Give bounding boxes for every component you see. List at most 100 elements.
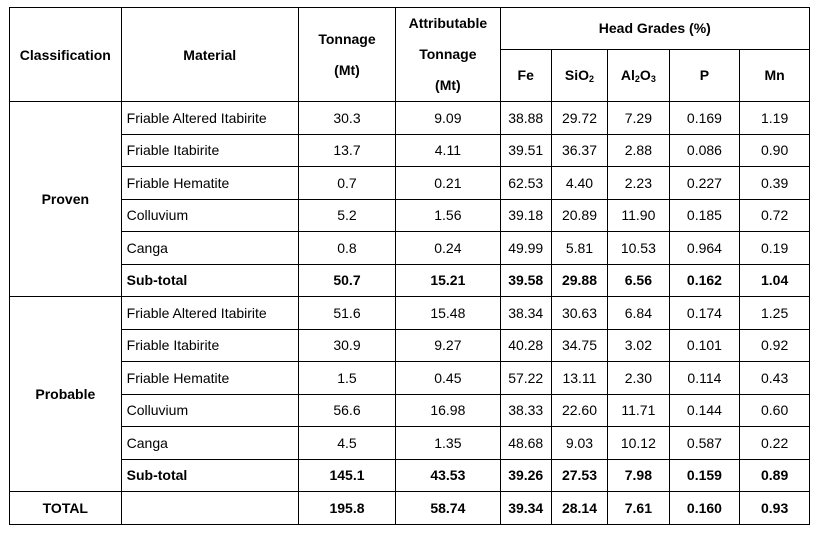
cell-fe: 62.53 [499,166,552,200]
cell-al2o3: 10.12 [607,426,670,460]
cell-sio2: 5.81 [550,231,609,265]
cell-material: Friable Itabirite [120,328,299,362]
cell-al2o3: 3.02 [607,328,670,362]
table-row: Probable Friable Altered Itabirite 51.6 … [9,296,810,492]
cell-p: 0.144 [668,393,741,427]
cell-mn: 0.43 [739,361,810,395]
cell-fe: 38.33 [499,393,552,427]
header-head-grades: Head Grades (%) [499,7,811,50]
cell-attr: 9.27 [395,328,501,362]
total-row: TOTAL 195.8 58.74 39.34 28.14 7.61 0.160… [9,491,810,525]
cell-p: 0.101 [668,328,741,362]
cell-fe: 39.51 [499,133,552,167]
header-sio2: SiO2 [550,48,609,103]
cell-fe: 39.18 [499,198,552,232]
cell-p: 0.587 [668,426,741,460]
header-classification: Classification [9,7,122,102]
cell-sio2: 27.53 [550,458,609,492]
subtotal-row: Sub-total 145.1 43.53 39.26 27.53 7.98 0… [10,458,810,492]
cell-p: 0.964 [668,231,741,265]
cell-tonnage: 30.9 [297,328,397,362]
cell-tonnage: 56.6 [297,393,397,427]
cell-attr: 1.56 [395,198,501,232]
cell-material: Friable Altered Itabirite [120,101,299,135]
cell-p: 0.227 [668,166,741,200]
cell-fe: 40.28 [499,328,552,362]
cell-sio2: 20.89 [550,198,609,232]
header-fe: Fe [499,48,552,103]
cell-attr: 15.48 [395,296,501,330]
header-al2o3-al: Al [620,66,635,83]
cell-p: 0.114 [668,361,741,395]
cell-p: 0.159 [668,458,741,492]
cell-fe: 57.22 [499,361,552,395]
cell-attr: 1.35 [395,426,501,460]
cell-attr: 16.98 [395,393,501,427]
header-tonnage-line1: Tonnage [318,30,376,47]
cell-mn: 0.93 [739,491,810,525]
table-row: Friable Itabirite 13.7 4.11 39.51 36.37 … [10,133,810,167]
cell-mn: 0.60 [739,393,810,427]
cell-p: 0.174 [668,296,741,330]
cell-tonnage: 145.1 [297,458,397,492]
cell-tonnage: 4.5 [297,426,397,460]
total-label: TOTAL [9,491,122,525]
cell-fe: 39.58 [499,263,552,297]
cell-al2o3: 6.56 [607,263,670,297]
cell-p: 0.185 [668,198,741,232]
cell-mn: 0.19 [739,231,810,265]
cell-fe: 38.34 [499,296,552,330]
cell-p: 0.169 [668,101,741,135]
header-attr-line1: Attributable [408,15,488,31]
cell-al2o3: 7.61 [607,491,670,525]
cell-material: Friable Hematite [120,166,299,200]
cell-al2o3: 7.29 [607,101,670,135]
reserves-table: Classification Material Tonnage (Mt) Att… [9,7,811,525]
cell-al2o3: 11.90 [607,198,670,232]
cell-p: 0.160 [668,491,741,525]
header-attributable-tonnage: Attributable Tonnage (Mt) [395,7,501,102]
header-tonnage: Tonnage (Mt) [297,7,397,102]
table-row: Proven Friable Altered Itabirite 30.3 9.… [9,101,810,297]
cell-mn: 0.89 [739,458,810,492]
cell-al2o3: 11.71 [607,393,670,427]
cell-mn: 0.22 [739,426,810,460]
cell-p: 0.086 [668,133,741,167]
cell-attr: 43.53 [395,458,501,492]
cell-attr: 58.74 [395,491,501,525]
cell-material-empty [120,491,299,525]
cell-material: Friable Itabirite [120,133,299,167]
cell-sio2: 36.37 [550,133,609,167]
cell-sio2: 29.72 [550,101,609,135]
header-material: Material [120,7,299,102]
cell-material: Canga [120,426,299,460]
table-row: Colluvium 5.2 1.56 39.18 20.89 11.90 0.1… [10,198,810,232]
table-row: Friable Hematite 0.7 0.21 62.53 4.40 2.2… [10,166,810,200]
cell-attr: 4.11 [395,133,501,167]
table-row: Canga 0.8 0.24 49.99 5.81 10.53 0.964 0.… [10,231,810,265]
cell-material: Friable Altered Itabirite [120,296,299,330]
classification-proven: Proven [9,101,122,297]
header-al2o3-o: O [639,66,651,83]
cell-tonnage: 30.3 [297,101,397,135]
header-mn: Mn [739,48,810,103]
cell-tonnage: 195.8 [297,491,397,525]
table-row: Canga 4.5 1.35 48.68 9.03 10.12 0.587 0.… [10,426,810,460]
cell-material: Sub-total [120,263,299,297]
cell-fe: 48.68 [499,426,552,460]
header-al2o3-sub2: 3 [650,73,656,84]
cell-al2o3: 6.84 [607,296,670,330]
cell-tonnage: 1.5 [297,361,397,395]
classification-probable: Probable [9,296,122,492]
cell-attr: 0.45 [395,361,501,395]
cell-material: Colluvium [120,198,299,232]
cell-sio2: 22.60 [550,393,609,427]
table-row: Friable Hematite 1.5 0.45 57.22 13.11 2.… [10,361,810,395]
header-sio2-sub: 2 [589,73,595,84]
cell-mn: 0.92 [739,328,810,362]
cell-al2o3: 10.53 [607,231,670,265]
cell-fe: 39.26 [499,458,552,492]
header-attr-line2: Tonnage [419,46,477,62]
cell-al2o3: 2.88 [607,133,670,167]
cell-p: 0.162 [668,263,741,297]
